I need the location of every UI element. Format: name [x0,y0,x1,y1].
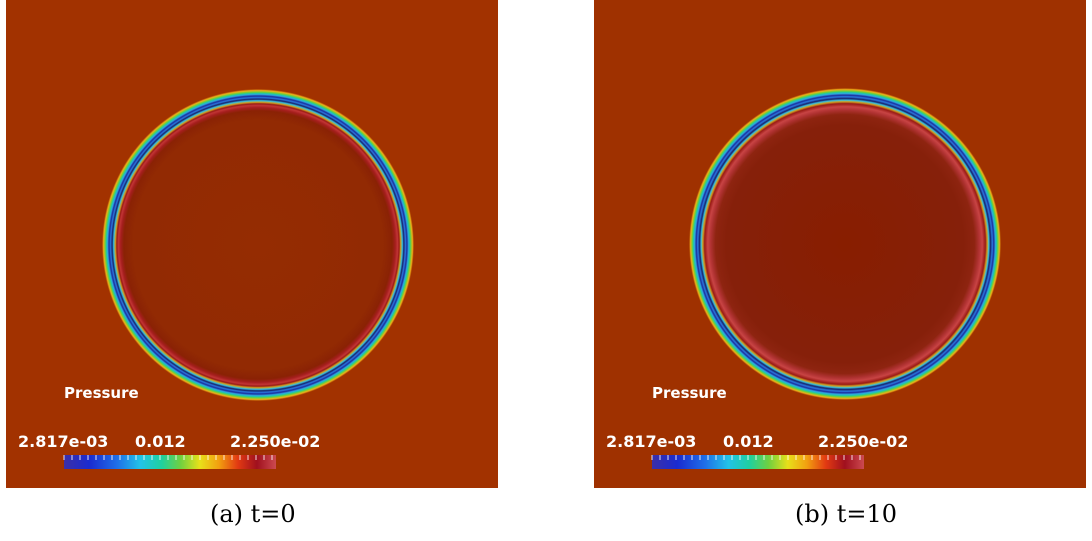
colorbar-min-label: 2.817e-03 [18,432,109,451]
caption-a: (a) t=0 [210,500,296,528]
colorbar-ticks [651,455,861,460]
colorbar-max-label: 2.250e-02 [818,432,909,451]
colorbar-mid-label: 0.012 [723,432,774,451]
colorbar-mid-label: 0.012 [135,432,186,451]
field-label: Pressure [64,384,139,402]
colorbar-min-label: 2.817e-03 [606,432,697,451]
pressure-wave-ring [102,89,414,401]
colorbar [64,455,276,469]
pressure-field-image [594,0,1086,488]
pressure-plot-t0: Pressure 2.817e-03 0.012 2.250e-02 [6,0,498,488]
colorbar-ticks [63,455,273,460]
field-label: Pressure [652,384,727,402]
colorbar [652,455,864,469]
colorbar-max-label: 2.250e-02 [230,432,321,451]
pressure-plot-t10: Pressure 2.817e-03 0.012 2.250e-02 [594,0,1086,488]
pressure-field-image [6,0,498,488]
caption-b: (b) t=10 [795,500,898,528]
pressure-wave-ring [689,88,1001,400]
